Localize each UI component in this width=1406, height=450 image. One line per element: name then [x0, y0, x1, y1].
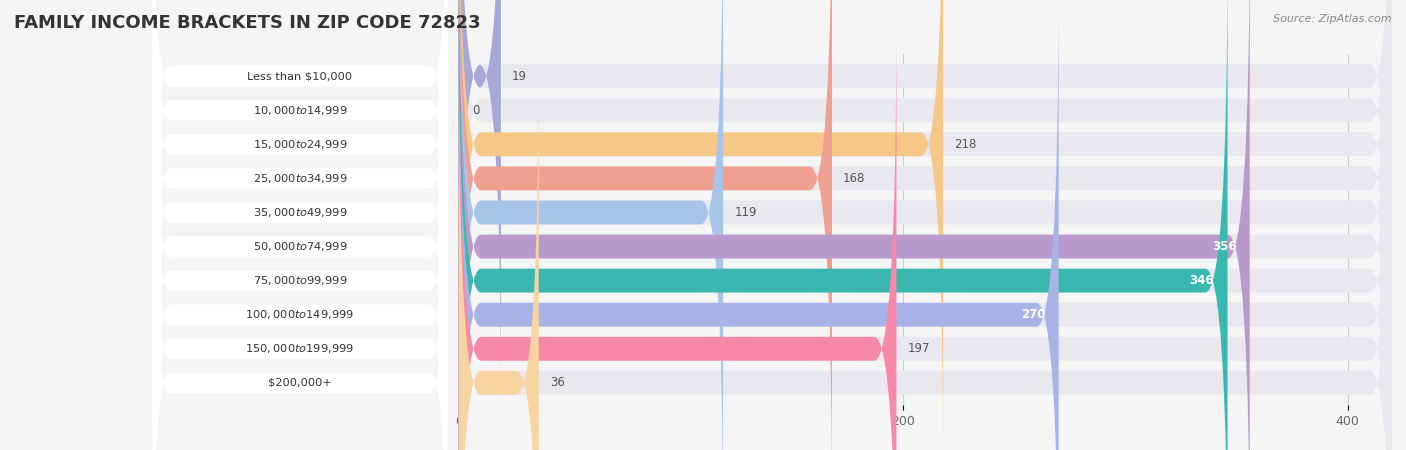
FancyBboxPatch shape	[458, 0, 1227, 450]
FancyBboxPatch shape	[458, 0, 1392, 439]
Text: $75,000 to $99,999: $75,000 to $99,999	[253, 274, 347, 287]
FancyBboxPatch shape	[458, 20, 1392, 450]
FancyBboxPatch shape	[458, 0, 1059, 450]
FancyBboxPatch shape	[458, 0, 1392, 405]
Text: 197: 197	[907, 342, 929, 355]
FancyBboxPatch shape	[152, 86, 447, 450]
Text: 270: 270	[1021, 308, 1045, 321]
FancyBboxPatch shape	[458, 0, 1392, 450]
FancyBboxPatch shape	[458, 0, 1392, 450]
Text: $15,000 to $24,999: $15,000 to $24,999	[253, 138, 347, 151]
Text: $50,000 to $74,999: $50,000 to $74,999	[253, 240, 347, 253]
FancyBboxPatch shape	[152, 121, 447, 450]
FancyBboxPatch shape	[458, 0, 832, 450]
FancyBboxPatch shape	[458, 0, 943, 450]
Text: Source: ZipAtlas.com: Source: ZipAtlas.com	[1274, 14, 1392, 23]
Text: Less than $10,000: Less than $10,000	[247, 71, 353, 81]
Text: FAMILY INCOME BRACKETS IN ZIP CODE 72823: FAMILY INCOME BRACKETS IN ZIP CODE 72823	[14, 14, 481, 32]
FancyBboxPatch shape	[152, 0, 447, 373]
Text: $35,000 to $49,999: $35,000 to $49,999	[253, 206, 347, 219]
FancyBboxPatch shape	[458, 54, 1392, 450]
FancyBboxPatch shape	[152, 18, 447, 450]
FancyBboxPatch shape	[458, 0, 1392, 450]
FancyBboxPatch shape	[458, 0, 501, 405]
Text: 218: 218	[955, 138, 977, 151]
Text: 0: 0	[472, 104, 479, 117]
FancyBboxPatch shape	[152, 52, 447, 450]
FancyBboxPatch shape	[152, 0, 447, 441]
Text: $10,000 to $14,999: $10,000 to $14,999	[253, 104, 347, 117]
FancyBboxPatch shape	[458, 0, 1250, 450]
FancyBboxPatch shape	[152, 0, 447, 450]
FancyBboxPatch shape	[152, 0, 447, 407]
Text: $200,000+: $200,000+	[269, 378, 332, 388]
Text: 356: 356	[1212, 240, 1236, 253]
Text: 168: 168	[844, 172, 866, 185]
FancyBboxPatch shape	[458, 0, 1392, 450]
FancyBboxPatch shape	[152, 0, 447, 450]
Text: $25,000 to $34,999: $25,000 to $34,999	[253, 172, 347, 185]
Text: $100,000 to $149,999: $100,000 to $149,999	[246, 308, 354, 321]
Text: 19: 19	[512, 70, 527, 83]
FancyBboxPatch shape	[458, 54, 538, 450]
Text: $150,000 to $199,999: $150,000 to $199,999	[246, 342, 354, 355]
FancyBboxPatch shape	[458, 20, 897, 450]
Text: 346: 346	[1189, 274, 1215, 287]
Text: 119: 119	[734, 206, 756, 219]
FancyBboxPatch shape	[458, 0, 723, 450]
FancyBboxPatch shape	[458, 0, 1392, 450]
FancyBboxPatch shape	[458, 0, 1392, 450]
Text: 36: 36	[550, 376, 565, 389]
FancyBboxPatch shape	[152, 0, 447, 338]
